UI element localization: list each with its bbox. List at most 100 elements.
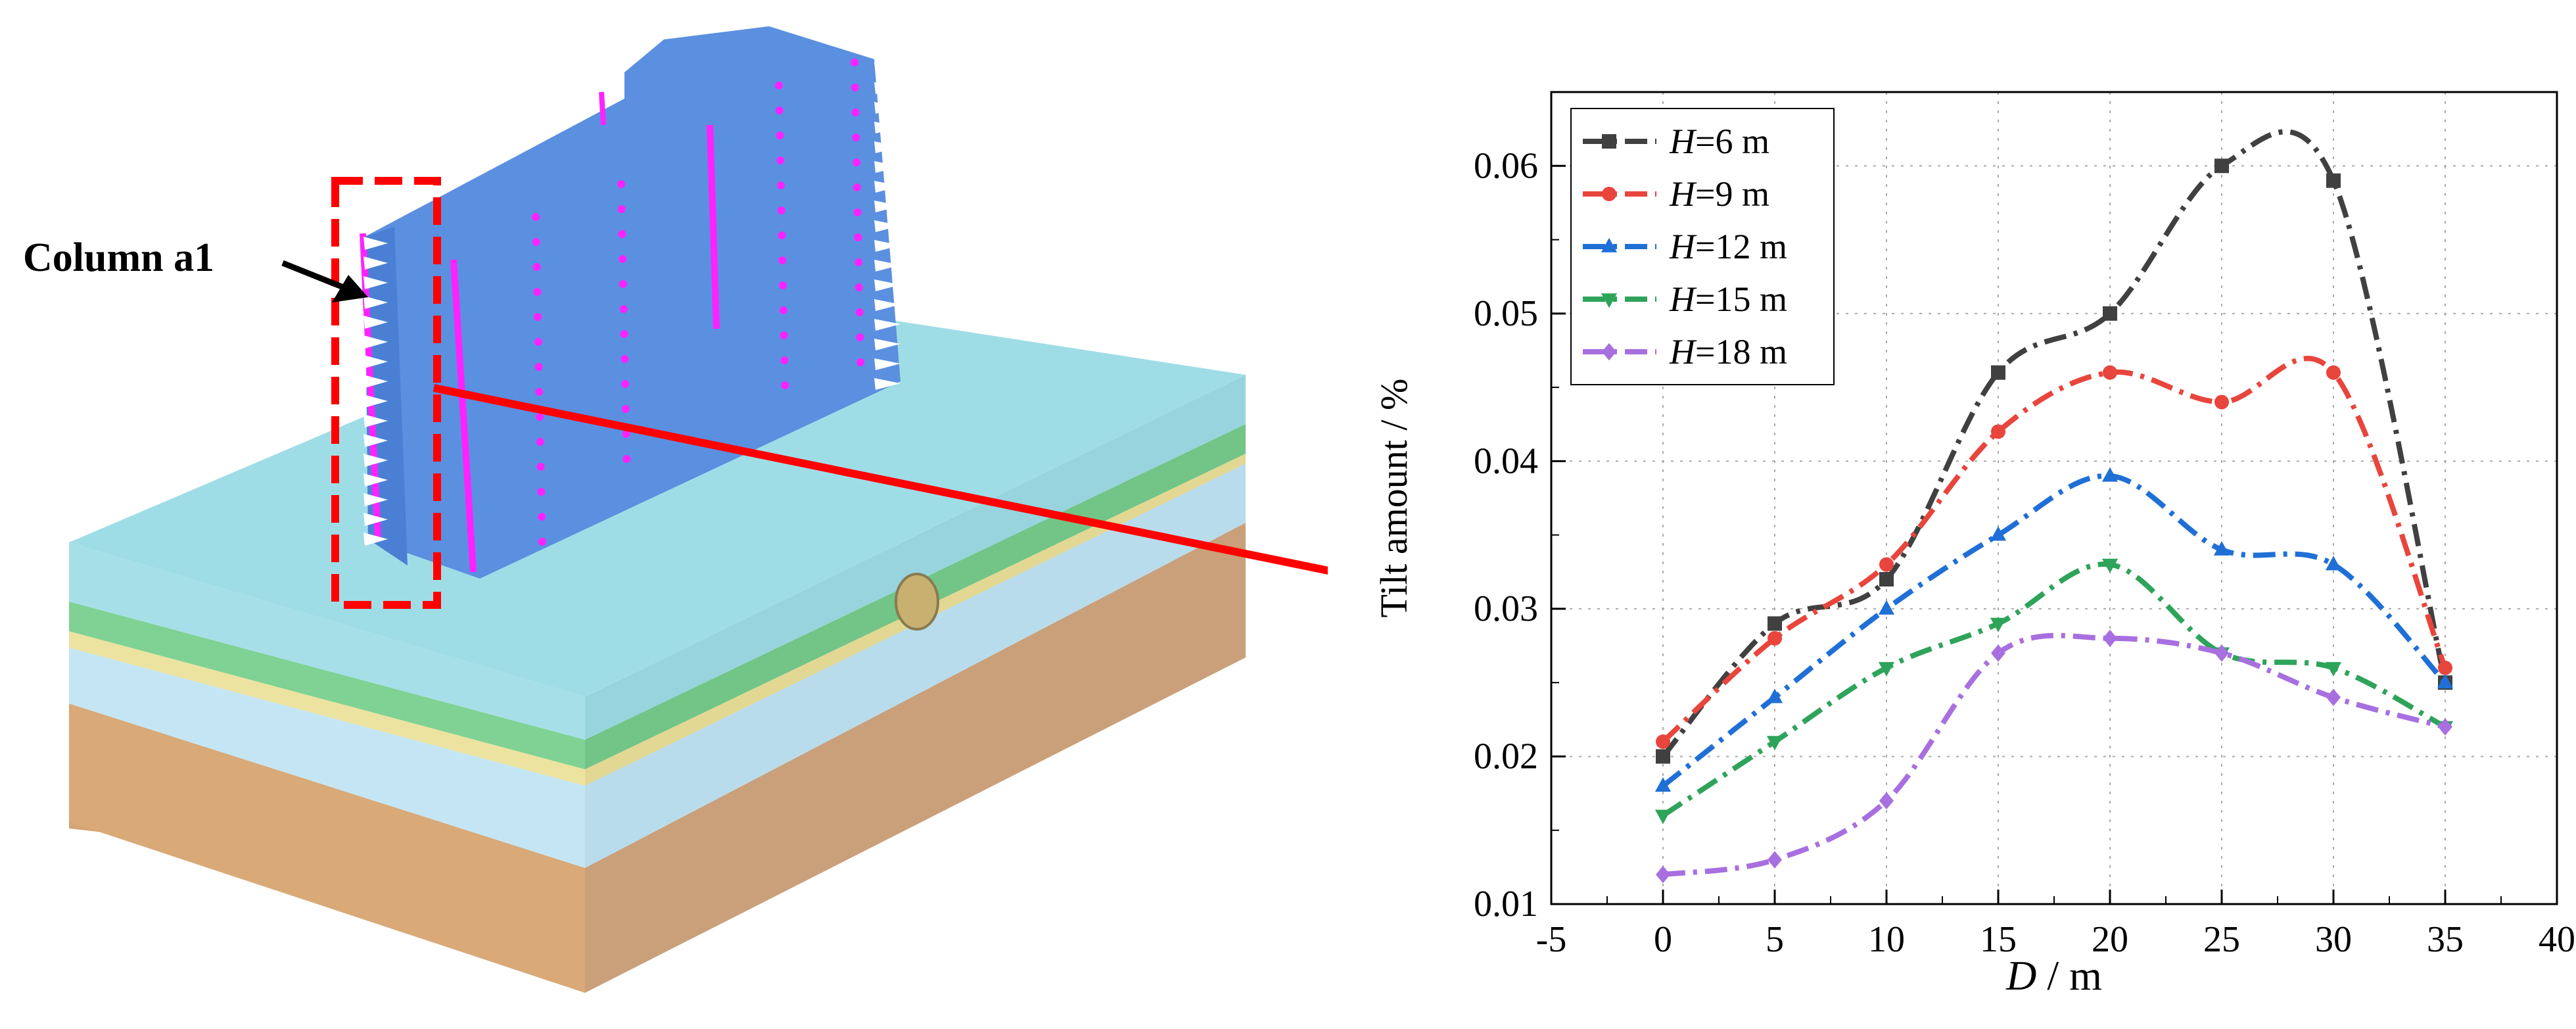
column-dot xyxy=(855,258,863,266)
column-dot xyxy=(854,233,862,241)
data-point xyxy=(1990,526,2007,541)
series-h9 xyxy=(1656,356,2452,749)
legend-label: H=15 m xyxy=(1669,279,1787,319)
data-point xyxy=(1991,424,2005,439)
column-dot xyxy=(779,306,787,314)
data-point xyxy=(1991,365,2005,380)
column-dot xyxy=(534,363,543,371)
data-point xyxy=(2437,673,2454,688)
data-point xyxy=(2103,365,2117,380)
series-layer xyxy=(1654,129,2454,884)
column-upper xyxy=(707,124,720,329)
data-point xyxy=(1768,851,1782,869)
data-point xyxy=(2101,558,2119,573)
data-point xyxy=(1654,809,1672,825)
column-dot xyxy=(776,132,784,139)
column-dot xyxy=(851,59,858,66)
column-dot xyxy=(851,84,859,91)
x-tick-label: 20 xyxy=(2092,919,2128,960)
legend-label: H=12 m xyxy=(1669,227,1787,266)
floor-tick-right xyxy=(874,122,901,133)
column-dot xyxy=(781,381,789,389)
dotted-columns xyxy=(532,59,865,546)
tunnel-portal xyxy=(895,573,939,631)
x-tick-label: 5 xyxy=(1766,919,1784,960)
floor-tick-right xyxy=(874,141,901,153)
floor-tick-left xyxy=(363,316,388,329)
column-dot xyxy=(538,513,546,521)
x-tick-label: 0 xyxy=(1654,919,1672,960)
column-dot xyxy=(775,107,784,114)
column-dot xyxy=(851,108,860,116)
legend-item: H=15 m xyxy=(1583,279,1787,319)
column-a2 xyxy=(450,259,477,573)
chart-panel: -5 0 5 10 15 20 25 30 35 40 0.01 0.02 0.03 0.04 0.05 0.… xyxy=(1315,0,2576,1026)
floor-tick-left xyxy=(363,355,388,368)
floor-tick-left xyxy=(363,276,388,289)
data-point xyxy=(1601,293,1618,308)
data-point xyxy=(1879,792,1894,810)
soil-front-face-yellow xyxy=(69,631,585,786)
x-tick-label: 35 xyxy=(2427,919,2464,960)
series-line xyxy=(1661,562,2447,818)
column-dot xyxy=(856,333,864,341)
floor-tick-left xyxy=(363,256,388,270)
column-dot xyxy=(536,438,544,446)
floor-tick-left xyxy=(363,395,388,408)
floor-tick-left xyxy=(363,493,388,506)
column-dot xyxy=(532,238,540,246)
column-dot xyxy=(533,288,542,296)
label-arrow-head xyxy=(332,275,368,302)
column-dot xyxy=(853,208,862,216)
x-tick-label: 40 xyxy=(2539,919,2575,960)
column-dot xyxy=(536,413,544,421)
data-point xyxy=(1768,631,1782,646)
soil-front-face-top xyxy=(69,542,585,740)
x-tick-label: 15 xyxy=(1980,919,2017,960)
soil-right-face-blue xyxy=(585,464,1246,868)
floor-tick-right xyxy=(874,82,901,94)
data-point xyxy=(1878,661,1895,677)
column-dot xyxy=(778,256,787,264)
column-dot xyxy=(619,255,627,263)
tilt-line-chart: -5 0 5 10 15 20 25 30 35 40 0.01 0.02 0.03 0.04 0.05 0.… xyxy=(1372,91,2575,999)
floor-tick-left xyxy=(363,237,388,250)
data-point xyxy=(1656,865,1670,884)
legend-item: H=18 m xyxy=(1583,332,1787,371)
column-dot xyxy=(852,133,860,141)
column-highlight-box xyxy=(331,177,441,609)
data-point xyxy=(2325,556,2342,571)
column-dot xyxy=(622,455,631,463)
x-tick-label: -5 xyxy=(1536,919,1567,960)
column-dot xyxy=(856,358,865,366)
data-point xyxy=(2214,158,2229,174)
data-point xyxy=(1602,343,1616,361)
axis-ticks: -5 0 5 10 15 20 25 30 35 40 0.01 0.02 0.03 0.04 0.05 0.… xyxy=(1474,145,2575,960)
data-point xyxy=(1766,736,1783,751)
link-arrow xyxy=(433,384,1369,583)
soil-front-face-deep xyxy=(69,704,585,993)
column-dot xyxy=(532,263,541,271)
label-arrow xyxy=(281,260,350,293)
soil-front-face-blue xyxy=(69,648,585,868)
column-dot xyxy=(779,281,787,289)
data-point xyxy=(1656,749,1670,764)
floor-tick-left xyxy=(363,533,388,546)
legend-label: H=9 m xyxy=(1669,174,1769,214)
y-axis-label: Tilt amount / % xyxy=(1372,379,1415,618)
column-dot xyxy=(532,213,540,221)
column-dot xyxy=(853,183,861,191)
column-dot xyxy=(619,280,628,288)
column-dot xyxy=(537,488,546,496)
floor-tick-left xyxy=(363,513,388,526)
series-h12 xyxy=(1654,467,2454,792)
floor-tick-left xyxy=(363,473,388,487)
column-dot xyxy=(853,158,861,166)
data-point xyxy=(2438,660,2452,675)
legend: H=6 m H=9 m H=12 m H=15 m H=18 m xyxy=(1570,108,1835,385)
data-point xyxy=(2326,365,2341,380)
legend-label: H=18 m xyxy=(1669,332,1787,371)
soil-right-face-top xyxy=(585,375,1246,740)
column-dot xyxy=(617,180,625,188)
data-point xyxy=(1656,734,1670,749)
